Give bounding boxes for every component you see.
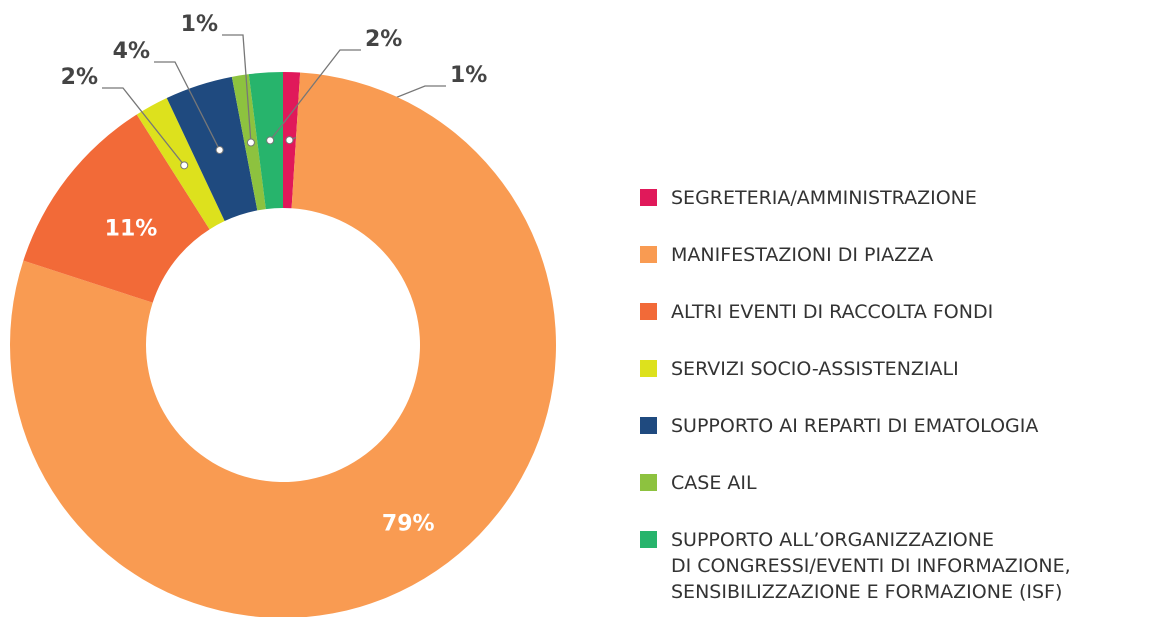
legend-item: ALTRI EVENTI DI RACCOLTA FONDI (640, 299, 1170, 325)
leader-line (222, 34, 252, 143)
legend-swatch (640, 303, 657, 320)
donut-segment (23, 114, 210, 303)
leader-dot (180, 161, 189, 170)
leader-dot (266, 136, 275, 145)
data-label: 4% (113, 39, 150, 64)
legend-item: SEGRETERIA/AMMINISTRAZIONE (640, 185, 1170, 211)
donut-segment (248, 72, 283, 210)
legend-label: SUPPORTO ALL’ORGANIZZAZIONE DI CONGRESSI… (671, 529, 1071, 603)
legend-label: CASE AIL (671, 472, 757, 494)
leader-dot (285, 136, 294, 145)
leader-line (102, 87, 185, 166)
legend-swatch (640, 246, 657, 263)
chart: 1% 79% 11% 2% 4% 1% 2% (10, 12, 556, 617)
page: 1% 79% 11% 2% 4% 1% 2% SEGRETERIA/AMMINISTRAZI… (10, 12, 1071, 617)
legend-label: SUPPORTO AI REPARTI DI EMATOLOGIA (671, 415, 1039, 437)
legend-label: MANIFESTAZIONI DI PIAZZA (671, 244, 934, 266)
legend-swatch (640, 417, 657, 434)
data-label: 2% (365, 27, 402, 52)
donut-segment (166, 76, 258, 222)
leader-line (154, 61, 221, 151)
legend-swatch (640, 360, 657, 377)
data-label: 11% (105, 216, 158, 241)
legend-label: SEGRETERIA/AMMINISTRAZIONE (671, 187, 977, 209)
donut-segment (10, 72, 556, 617)
leader-line (269, 49, 361, 141)
legend-item: CASE AIL (640, 470, 1170, 496)
legend-swatch (640, 531, 657, 548)
data-label: 1% (450, 63, 487, 88)
legend-item: SUPPORTO ALL’ORGANIZZAZIONE DI CONGRESSI… (640, 527, 1170, 605)
data-label: 2% (61, 65, 98, 90)
leader-dot (246, 138, 255, 147)
data-label: 79% (382, 512, 435, 537)
legend-swatch (640, 474, 657, 491)
legend-item: MANIFESTAZIONI DI PIAZZA (640, 242, 1170, 268)
legend: SEGRETERIA/AMMINISTRAZIONE MANIFESTAZIONI… (640, 185, 1170, 636)
legend-label: SERVIZI SOCIO-ASSISTENZIALI (671, 358, 959, 380)
legend-item: SERVIZI SOCIO-ASSISTENZIALI (640, 356, 1170, 382)
legend-swatch (640, 189, 657, 206)
legend-label: ALTRI EVENTI DI RACCOLTA FONDI (671, 301, 994, 323)
legend-item: SUPPORTO AI REPARTI DI EMATOLOGIA (640, 413, 1170, 439)
leader-dot (215, 146, 224, 155)
data-label: 1% (181, 12, 218, 37)
